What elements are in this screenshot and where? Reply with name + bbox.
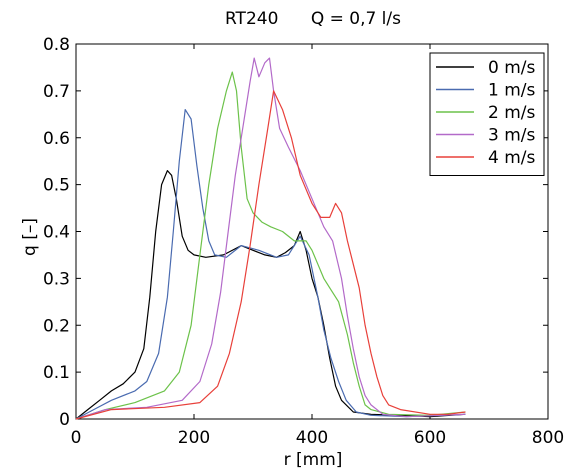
series-line-0	[75, 170, 466, 420]
legend-box	[429, 52, 545, 176]
y-axis-label: q [–]	[20, 218, 40, 256]
x-tick-label: 600	[414, 428, 446, 448]
legend-label-1: 1 m/s	[488, 81, 536, 101]
legend-label-2: 2 m/s	[488, 103, 536, 123]
x-tick-label: 400	[296, 428, 328, 448]
x-tick-label: 200	[178, 428, 210, 448]
series-line-1	[75, 109, 466, 420]
y-tick-label: 0.2	[43, 316, 70, 336]
y-tick-label: 0.1	[43, 363, 70, 383]
legend-label-4: 4 m/s	[488, 148, 536, 168]
y-tick-label: 0.6	[43, 129, 70, 149]
y-tick-label: 0.5	[43, 176, 70, 196]
plot-area: 0 200 400 600 800 0 0.1 0.2 0.3 0.4 0.5 0.6 0.7 0.8 0 …	[43, 35, 564, 448]
series-line-4	[75, 90, 466, 420]
legend-label-0: 0 m/s	[488, 58, 536, 78]
legend-label-3: 3 m/s	[488, 126, 536, 146]
y-tick-label: 0.8	[43, 35, 70, 55]
series-line-2	[75, 71, 466, 420]
x-tick-label: 0	[71, 428, 82, 448]
x-axis-label: r [mm]	[284, 450, 343, 470]
x-tick-label: 800	[532, 428, 564, 448]
y-tick-label: 0.3	[43, 269, 70, 289]
y-tick-label: 0	[59, 410, 70, 430]
y-tick-label: 0.4	[43, 223, 70, 243]
y-tick-label: 0.7	[43, 82, 70, 102]
chart-title: RT240 Q = 0,7 l/s	[225, 9, 401, 29]
